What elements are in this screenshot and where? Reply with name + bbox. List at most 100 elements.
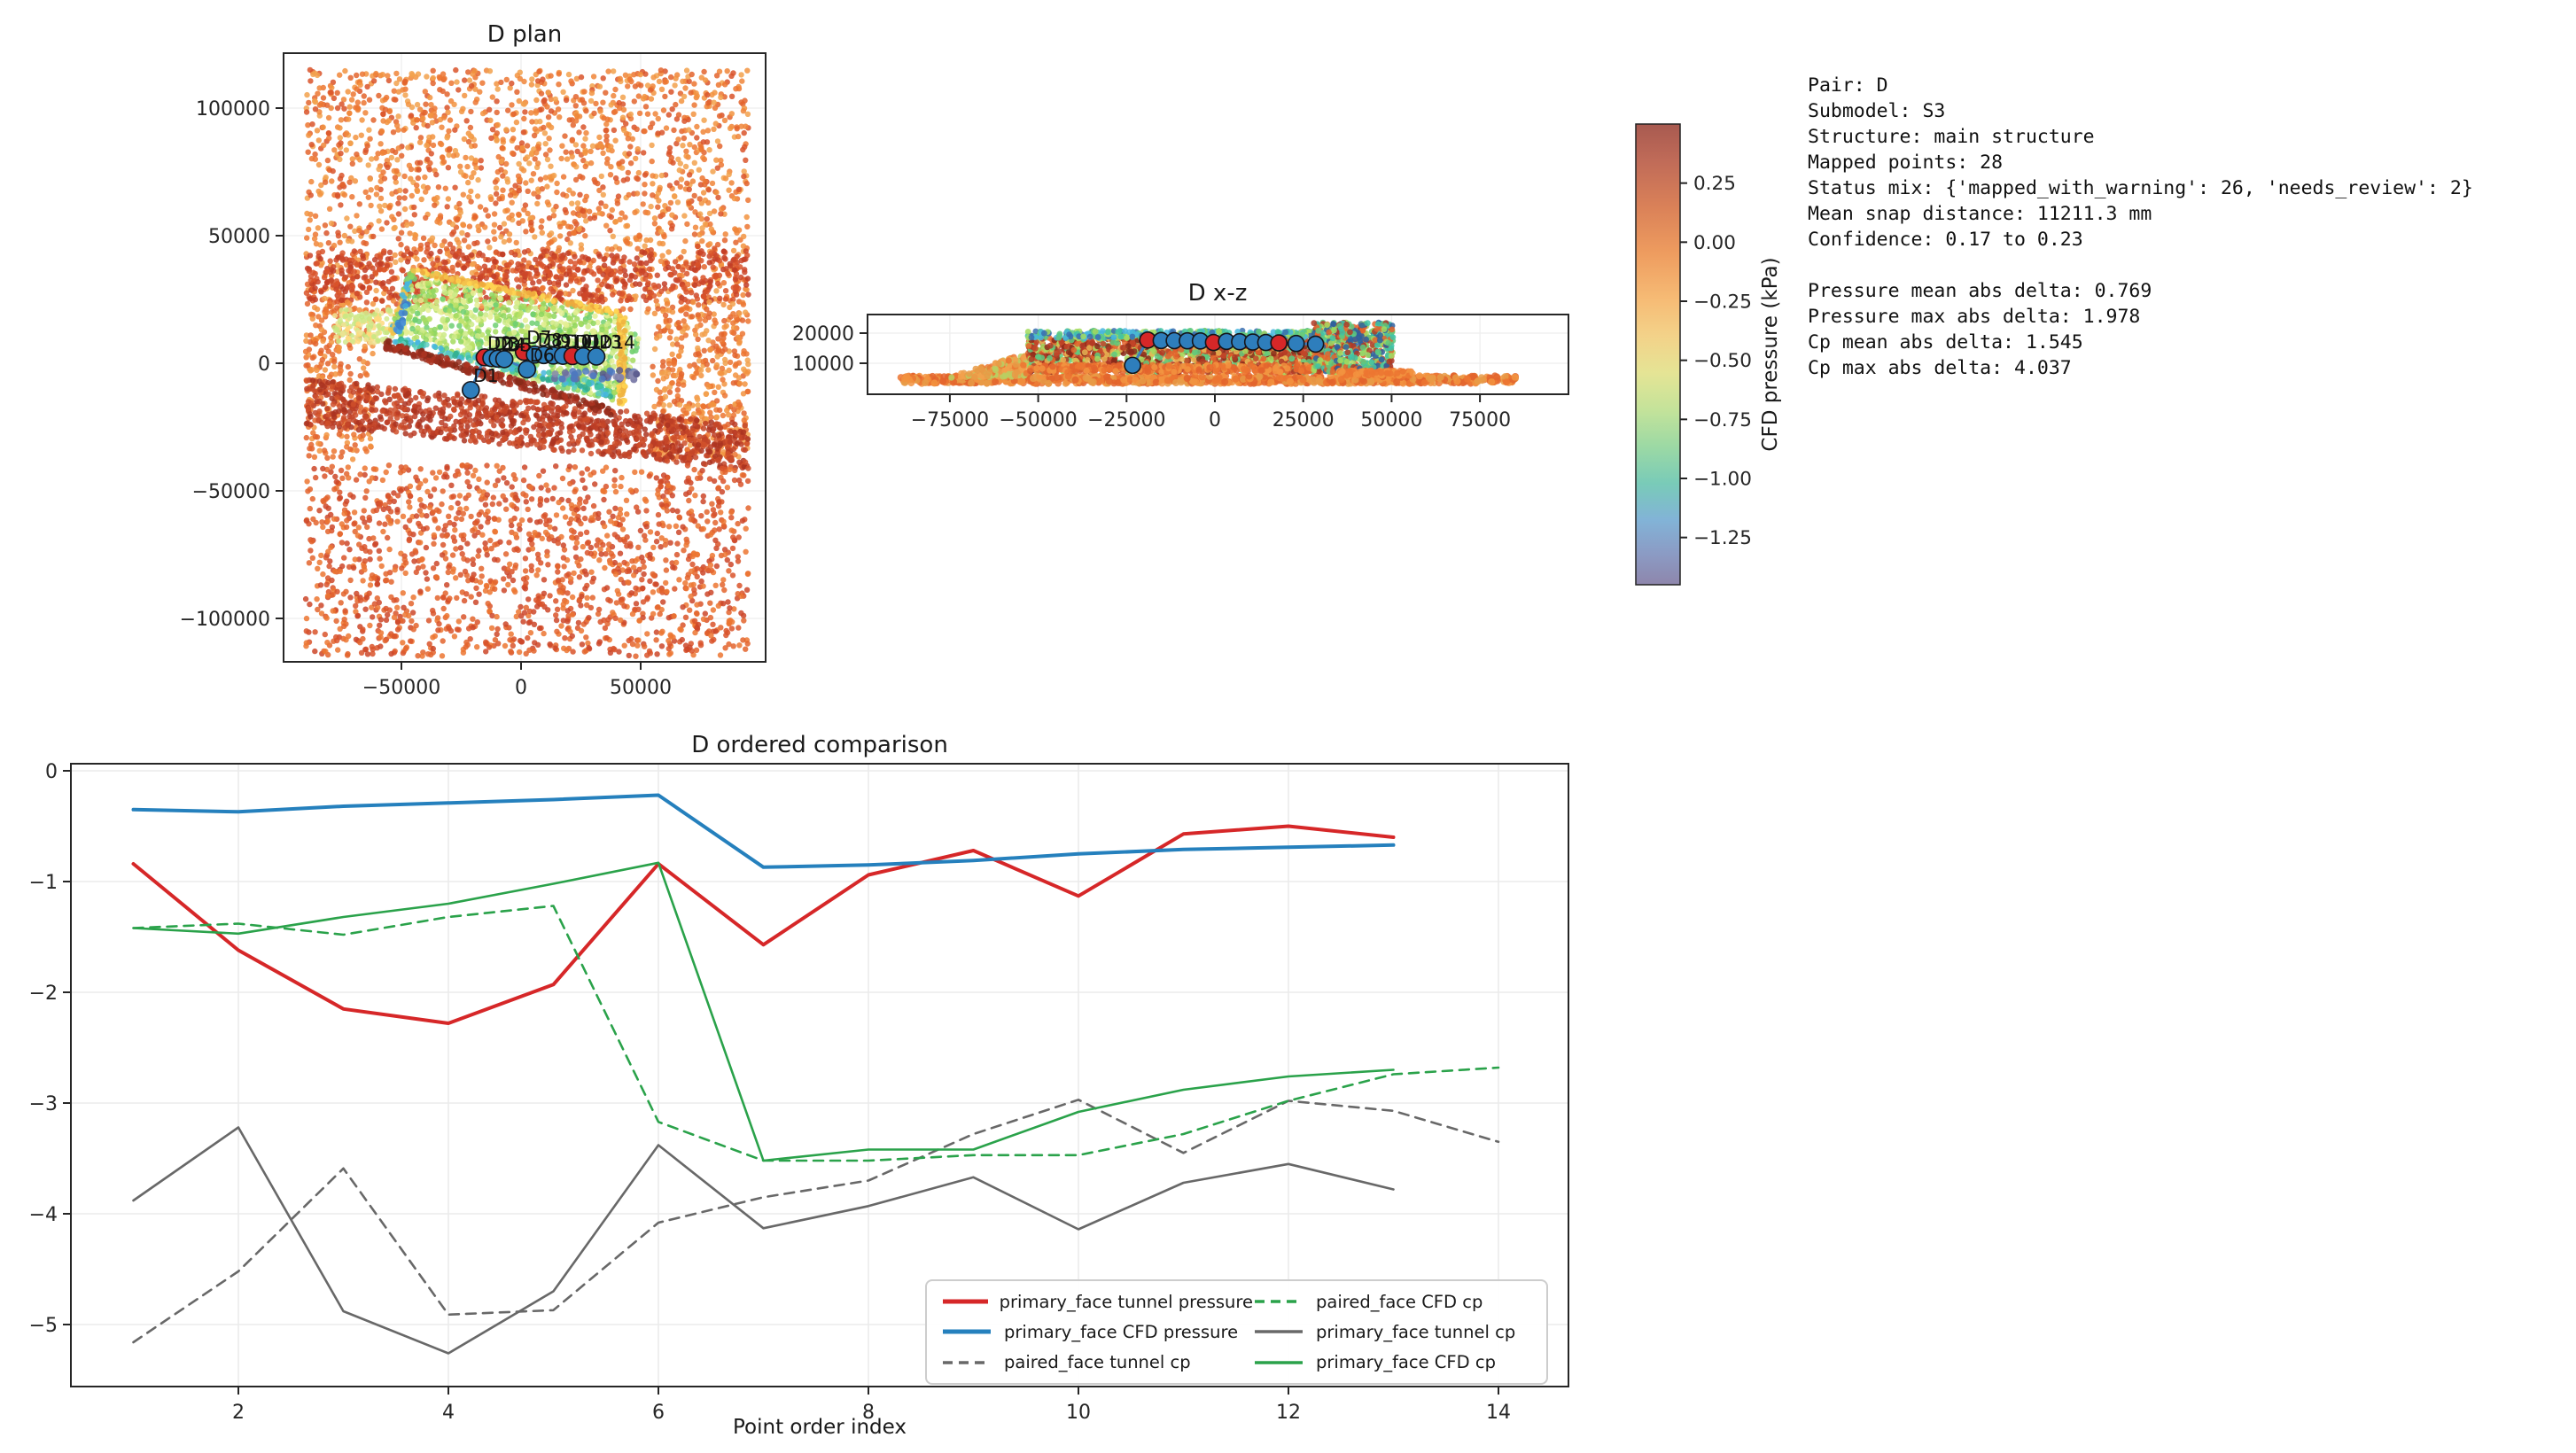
- comparison-x-tick-label: 14: [1486, 1402, 1511, 1424]
- xz-x-tick-label: −25000: [1087, 409, 1165, 431]
- xz-marker-D14: [1306, 335, 1325, 354]
- xz-point-cloud: [897, 319, 1519, 387]
- info-line: Cp mean abs delta: 1.545: [1808, 331, 2083, 354]
- legend-column-2: paired_face CFD cp primary_face tunnel cp…: [1253, 1286, 1537, 1378]
- info-line: [1808, 253, 2473, 278]
- colorbar-tick-label: −0.50: [1693, 350, 1752, 372]
- info-line: Pair: D: [1808, 74, 1888, 97]
- comparison-xlabel: Point order index: [733, 1416, 907, 1439]
- legend-swatch-line: [943, 1299, 988, 1304]
- colorbar-ticks: 0.25 0.00 −0.25 −0.50 −0.75 −1.00 −1.25: [1680, 173, 1752, 549]
- plan-title: D plan: [486, 21, 563, 48]
- comparison-x-tick-label: 2: [232, 1402, 245, 1424]
- plan-point-cloud: [302, 66, 751, 659]
- colorbar-tick-label: −0.25: [1693, 291, 1752, 314]
- plan-marker-label-D10: D10: [556, 330, 592, 352]
- comparison-y-tick-label: −2: [29, 983, 58, 1005]
- legend-column-1: primary_face tunnel pressure primary_face…: [941, 1286, 1253, 1378]
- info-line: Cp max abs delta: 4.037: [1808, 357, 2072, 379]
- comparison-x-tick-label: 4: [442, 1402, 455, 1424]
- plan-marker-label-D6: D6: [530, 345, 555, 366]
- series-line-4: [132, 1126, 1395, 1355]
- plan-markers: [461, 342, 606, 400]
- xz-axes-box: [867, 314, 1569, 395]
- comparison-x-tick-label: 8: [862, 1402, 875, 1424]
- comparison-legend: primary_face tunnel pressure primary_face…: [925, 1279, 1548, 1385]
- legend-swatch-line: [1255, 1330, 1303, 1334]
- plan-marker-label-D7: D7: [526, 327, 551, 348]
- info-line: Structure: main structure: [1808, 126, 2095, 148]
- legend-entry: primary_face CFD cp: [1253, 1348, 1537, 1378]
- plan-marker-label-D9: D9: [547, 330, 572, 352]
- legend-label: primary_face tunnel cp: [1316, 1321, 1516, 1342]
- plan-marker-label-D1: D1: [473, 365, 498, 386]
- plan-y-tick-label: 100000: [196, 98, 270, 120]
- info-line: Status mix: {'mapped_with_warning': 26, …: [1808, 177, 2473, 199]
- info-line: Mean snap distance: 11211.3 mm: [1808, 203, 2152, 225]
- xz-x-tick-label: −50000: [999, 409, 1077, 431]
- comparison-axes-box: [70, 763, 1569, 1387]
- info-panel: Pair: D Submodel: S3 Structure: main struc…: [1808, 73, 2473, 381]
- colorbar-tick-label: −1.25: [1693, 527, 1752, 549]
- colorbar-bar: [1635, 123, 1681, 586]
- plan-x-tick-label: −50000: [362, 677, 440, 699]
- plan-marker-D14: [587, 347, 606, 366]
- xz-marker-D12: [1270, 334, 1288, 352]
- legend-label: paired_face tunnel cp: [1004, 1352, 1191, 1373]
- colorbar-tick-label: 0.25: [1693, 173, 1736, 195]
- comparison-series: [131, 793, 1500, 1355]
- legend-swatch-line: [943, 1329, 991, 1334]
- plan-marker-label-D13: D13: [586, 331, 622, 353]
- info-line: Confidence: 0.17 to 0.23: [1808, 229, 2083, 251]
- plan-tick-labels: −50000 0 50000 100000 50000 0 −50000 −100000: [180, 98, 672, 699]
- legend-label: primary_face CFD pressure: [1004, 1321, 1239, 1342]
- plan-marker-label-D3: D3: [494, 333, 519, 354]
- plan-marker-D6: [518, 360, 537, 379]
- xz-y-tick-label: 20000: [792, 323, 854, 346]
- legend-label: primary_face CFD cp: [1316, 1352, 1496, 1373]
- plan-y-tick-label: −100000: [180, 609, 270, 631]
- legend-swatch-line: [943, 1361, 991, 1364]
- plan-marker-D1: [461, 380, 480, 400]
- xz-title: D x-z: [1187, 280, 1248, 307]
- plan-marker-D5: [494, 350, 514, 369]
- xz-x-tick-label: 75000: [1449, 409, 1511, 431]
- series-line-1: [131, 793, 1396, 869]
- comparison-x-tick-label: 10: [1066, 1402, 1091, 1424]
- series-line-5: [132, 861, 1395, 1162]
- plan-x-tick-label: 0: [515, 677, 527, 699]
- plan-marker-label-D12: D12: [575, 331, 611, 353]
- series-line-0: [131, 824, 1396, 1025]
- info-line: Mapped points: 28: [1808, 152, 2004, 174]
- plan-marker-label-D8: D8: [538, 330, 563, 351]
- info-line: Submodel: S3: [1808, 100, 1946, 122]
- series-line-3: [132, 905, 1500, 1162]
- plan-axes-box: [283, 52, 767, 663]
- colorbar-label: CFD pressure (kPa): [1759, 257, 1782, 452]
- xz-y-tick-label: 10000: [792, 354, 854, 376]
- legend-label: primary_face tunnel pressure: [999, 1291, 1253, 1312]
- series-line-2: [132, 1099, 1500, 1344]
- plan-y-tick-label: −50000: [192, 481, 270, 503]
- info-line: Pressure mean abs delta: 0.769: [1808, 280, 2152, 302]
- colorbar-tick-label: 0.00: [1693, 232, 1736, 254]
- comparison-y-tick-label: −5: [29, 1315, 58, 1337]
- comparison-y-tick-label: −4: [29, 1204, 58, 1226]
- xz-x-tick-label: 0: [1209, 409, 1221, 431]
- xz-x-tick-label: 25000: [1272, 409, 1335, 431]
- comparison-x-tick-label: 6: [652, 1402, 665, 1424]
- plan-marker-label-D11: D11: [565, 331, 602, 353]
- plan-marker-label-D2: D2: [487, 332, 512, 354]
- comparison-y-tick-label: −3: [29, 1093, 58, 1115]
- comparison-y-tick-label: −1: [29, 872, 58, 894]
- xz-tick-labels: −75000 −50000 −25000 0 25000 50000 75000 20000 1…: [792, 323, 1511, 431]
- colorbar-tick-label: −1.00: [1693, 469, 1752, 491]
- plan-marker-label-D5: D5: [507, 334, 532, 355]
- plan-y-tick-label: 0: [258, 354, 270, 376]
- xz-marker-D13: [1287, 334, 1305, 353]
- legend-entry: primary_face tunnel pressure: [941, 1286, 1253, 1317]
- comparison-y-tick-label: 0: [45, 761, 58, 783]
